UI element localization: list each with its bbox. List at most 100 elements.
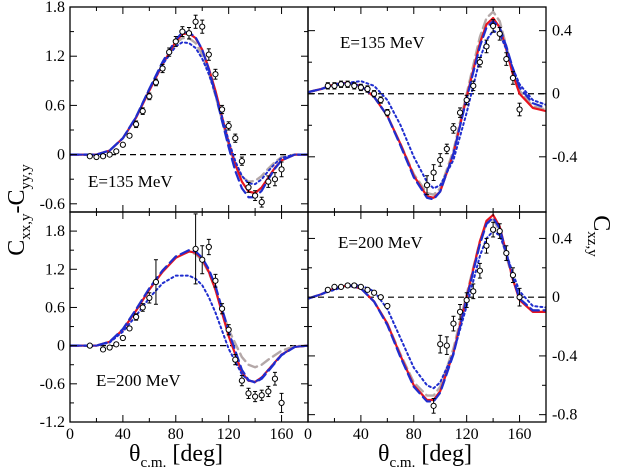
data-point bbox=[106, 151, 113, 158]
data-point bbox=[146, 93, 153, 100]
data-point bbox=[509, 74, 517, 82]
data-point bbox=[377, 294, 384, 301]
y-tick-label: 0 bbox=[552, 86, 560, 103]
xlabel-left-unit: [deg] bbox=[172, 441, 223, 467]
panel-energy-label: E=135 MeV bbox=[88, 172, 173, 191]
data-point bbox=[430, 402, 437, 409]
data-point bbox=[516, 294, 523, 301]
data-point bbox=[218, 106, 226, 113]
data-point bbox=[258, 392, 265, 399]
data-point bbox=[496, 227, 503, 235]
data-point bbox=[126, 132, 133, 139]
y-tick-label: 0.6 bbox=[45, 97, 65, 114]
data-point bbox=[252, 192, 259, 199]
data-point bbox=[337, 81, 345, 88]
data-point bbox=[490, 22, 497, 30]
data-point bbox=[152, 278, 160, 286]
data-point bbox=[238, 158, 245, 165]
series-gray-line bbox=[70, 36, 308, 183]
data-point bbox=[212, 71, 219, 78]
data-point bbox=[430, 169, 437, 176]
data-point bbox=[496, 30, 503, 37]
y-tick-label: 0.4 bbox=[552, 23, 572, 40]
y-tick-label: 1.2 bbox=[45, 261, 65, 278]
data-point bbox=[450, 320, 457, 327]
data-point bbox=[357, 283, 364, 290]
series-dotted-line bbox=[308, 230, 546, 390]
data-point bbox=[199, 23, 206, 30]
data-point bbox=[86, 153, 93, 160]
data-points bbox=[86, 213, 285, 413]
x-tick-label: 160 bbox=[270, 426, 294, 443]
y-tick-label: 0.4 bbox=[552, 230, 572, 247]
data-point bbox=[324, 286, 331, 293]
data-point bbox=[337, 283, 345, 290]
data-point bbox=[225, 326, 232, 333]
series-red-line bbox=[70, 250, 308, 384]
data-point bbox=[179, 28, 186, 35]
data-point bbox=[258, 199, 265, 206]
ylabel-right-main: C bbox=[588, 215, 614, 231]
ylabel-left: Cxx,y-Cyy,y bbox=[4, 164, 34, 256]
data-point bbox=[212, 277, 219, 284]
xlabel-left-sub: c.m. bbox=[141, 455, 167, 471]
data-point bbox=[490, 226, 497, 233]
data-point bbox=[205, 243, 212, 251]
data-point bbox=[377, 96, 384, 104]
ylabel-right: Cxz,y bbox=[584, 215, 614, 257]
data-point bbox=[106, 344, 113, 351]
y-tick-label: 0 bbox=[57, 338, 65, 355]
panels: -0.6 0 0.6 1.2 1.8 E=135 MeV -0.4 0 0.4 E=135 MeV… bbox=[40, 0, 578, 443]
data-point bbox=[351, 82, 358, 89]
data-point bbox=[133, 121, 140, 128]
x-tick-label: 120 bbox=[455, 426, 479, 443]
xlabel-right: θc.m. [deg] bbox=[378, 441, 472, 471]
data-point bbox=[516, 106, 523, 113]
ylabel-left-main: C bbox=[4, 240, 30, 256]
xlabel-right-sub: c.m. bbox=[390, 455, 416, 471]
series-gray-line bbox=[70, 250, 308, 369]
y-tick-label: -0.4 bbox=[552, 348, 577, 365]
data-point bbox=[509, 272, 517, 279]
panel-energy-label: E=200 MeV bbox=[96, 371, 181, 390]
data-point bbox=[113, 148, 120, 155]
data-point bbox=[225, 122, 232, 130]
data-point bbox=[113, 341, 120, 348]
data-point bbox=[232, 356, 239, 363]
data-point bbox=[271, 375, 279, 382]
data-point bbox=[503, 55, 510, 63]
data-point bbox=[483, 242, 490, 249]
data-points bbox=[86, 14, 285, 208]
curves bbox=[70, 249, 308, 384]
data-point bbox=[470, 82, 477, 89]
data-point bbox=[139, 108, 146, 115]
y-tick-label: -1.2 bbox=[40, 414, 65, 431]
data-point bbox=[423, 182, 431, 189]
x-tick-label: 80 bbox=[406, 426, 422, 443]
panel-bottom-left: 0 40 80 120 160 -1.2 -0.6 0 0.6 1.2 1.8 E=200 MeV bbox=[40, 211, 309, 443]
data-point bbox=[192, 245, 199, 253]
y-tick-label: -0.4 bbox=[552, 149, 577, 166]
panel-top-left: -0.6 0 0.6 1.2 1.8 E=135 MeV bbox=[40, 0, 309, 213]
panel-frame bbox=[307, 211, 547, 423]
data-point bbox=[278, 166, 285, 173]
data-point bbox=[119, 141, 126, 148]
series-red-line bbox=[70, 32, 308, 195]
x-tick-label: 160 bbox=[508, 426, 532, 443]
y-tick-label: 1.8 bbox=[45, 223, 65, 240]
data-point bbox=[443, 145, 450, 153]
data-point bbox=[278, 399, 285, 407]
y-tick-label: 0 bbox=[57, 147, 65, 164]
data-point bbox=[463, 297, 470, 304]
y-tick-label: -0.8 bbox=[552, 407, 577, 424]
data-point bbox=[476, 59, 483, 66]
data-point bbox=[93, 153, 100, 161]
y-tick-label: 0.6 bbox=[45, 299, 65, 316]
data-point bbox=[199, 256, 206, 263]
ylabel-left-sub2: yy,y bbox=[18, 164, 34, 190]
x-tick-label: 80 bbox=[168, 426, 184, 443]
data-point bbox=[119, 334, 126, 342]
x-tick-label: 120 bbox=[217, 426, 241, 443]
data-point bbox=[483, 43, 490, 50]
